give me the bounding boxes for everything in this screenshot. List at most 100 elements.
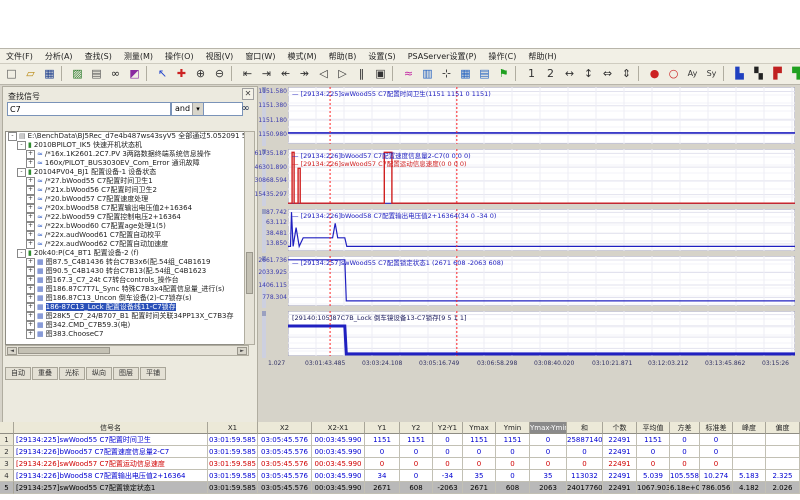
chart-canvas-3[interactable] [287, 208, 796, 252]
column-header-偏度[interactable]: 偏度 [766, 422, 800, 434]
column-header-X2-X1[interactable]: X2-X1 [312, 422, 365, 434]
table-row-5[interactable]: 5 [29134:257]swWood55 C7配置锁定状态1 03:01:59.5… [0, 482, 800, 494]
table-row-3[interactable]: 3 [29134:226]swWood57 C7配置运动信息速度 03:01:59.… [0, 458, 800, 470]
column-header-Y2-Y1[interactable]: Y2-Y1 [433, 422, 463, 434]
expand-icon[interactable]: + [26, 321, 35, 330]
collapse-handle-icon[interactable] [262, 149, 266, 154]
zoom-in-button[interactable]: ⊕ [191, 65, 210, 84]
menu-item-4[interactable]: 测量(M) [123, 52, 154, 61]
expand-icon[interactable]: + [26, 204, 35, 213]
tree-item-8[interactable]: + ≈/*20x.bWood58 C7配置输出电压值2+16364 [6, 204, 248, 213]
ay-tool-button[interactable]: Ay [683, 65, 702, 84]
tree-item-17[interactable]: + ▦ 图186.87C7T7L_Sync 特殊C7B3x4配置信息量_进行(s) [6, 285, 248, 294]
next-point-button[interactable]: ▷ [333, 65, 352, 84]
menu-item-6[interactable]: 视图(V) [205, 52, 234, 61]
tree-item-5[interactable]: + ≈/*27.bWood55 C7配置时间卫生1 [6, 177, 248, 186]
scroll-left-icon[interactable]: ◄ [7, 347, 17, 355]
column-header-Y2[interactable]: Y2 [400, 422, 433, 434]
column-header-num[interactable] [0, 422, 14, 434]
expand-icon[interactable]: + [26, 150, 35, 159]
menu-item-10[interactable]: 设置(S) [368, 52, 396, 61]
tree-item-7[interactable]: + ≈/*20.bWood57 C7配置速度处理 [6, 195, 248, 204]
search-input-primary[interactable] [7, 102, 171, 116]
curve-tool-button[interactable]: ≈ [399, 65, 418, 84]
expand-icon[interactable]: + [26, 177, 35, 186]
chart-plot-4[interactable]: — [29134:257]swWood55 C7配置锁定状态1 (2671 60… [287, 255, 796, 308]
column-header-Ymin[interactable]: Ymin [496, 422, 530, 434]
view-two-button[interactable]: 2 [541, 65, 560, 84]
crosshair-button[interactable]: ⊹ [437, 65, 456, 84]
column-header-Y1[interactable]: Y1 [365, 422, 400, 434]
expand-icon[interactable]: + [26, 285, 35, 294]
tree-item-12[interactable]: + ≈/*22x.audWood62 C7配置自动加速度 [6, 240, 248, 249]
bottom-tab-4[interactable]: 纵向 [86, 367, 112, 380]
tree-item-22[interactable]: + ▦ 图383.ChooseC7 [6, 330, 248, 339]
analysis-green-button[interactable]: ▜ [787, 65, 800, 84]
table-row-2[interactable]: 2 [29134:226]bWood57 C7配置速度信息量2-C7 03:01:5… [0, 446, 800, 458]
menu-item-2[interactable]: 分析(A) [44, 52, 73, 61]
tree-item-16[interactable]: + ▦ 图167.3_C7_24t C7转台controls_操作台 [6, 276, 248, 285]
menu-item-12[interactable]: 操作(C) [488, 52, 517, 61]
tree-item-15[interactable]: + ▦ 图90.5_C4B1430 转台C7B13(配.54组_C4B1623 [6, 267, 248, 276]
chart-plot-3[interactable]: — [29134:226]bWood58 C7配置输出电压值2+16364(34… [287, 208, 796, 253]
strip-scrollbar[interactable] [262, 256, 266, 308]
menu-item-13[interactable]: 帮助(H) [528, 52, 557, 61]
tree-vertical-scrollbar[interactable] [244, 131, 255, 345]
collapse-icon[interactable]: - [8, 132, 17, 141]
find-button[interactable]: ∞ [237, 101, 254, 117]
menu-item-8[interactable]: 模式(M) [287, 52, 317, 61]
table-row-1[interactable]: 1 [29134:225]swWood55 C7配置时间卫生 03:01:59.58… [0, 434, 800, 446]
tree-horizontal-scrollbar[interactable]: ◄ ► [5, 345, 249, 356]
strip-scrollbar[interactable] [262, 209, 266, 253]
tree-item-10[interactable]: + ≈/*22x.bWood60 C7配置age处理1(5) [6, 222, 248, 231]
export-button[interactable]: ▨ [68, 65, 87, 84]
grid-view-button[interactable]: ▦ [456, 65, 475, 84]
column-header-峰度[interactable]: 峰度 [733, 422, 766, 434]
analysis-red-button[interactable]: ▛ [768, 65, 787, 84]
flag-button[interactable]: ⚑ [494, 65, 513, 84]
chart-canvas-2[interactable] [287, 148, 796, 205]
zoom-out-button[interactable]: ⊖ [210, 65, 229, 84]
color-palette-button[interactable]: ◩ [125, 65, 144, 84]
bottom-tab-2[interactable]: 重叠 [32, 367, 58, 380]
record-outline-button[interactable]: ○ [664, 65, 683, 84]
tree-item-0[interactable]: - ▤ E:\BenchData\BJ5Rec_d7e4b487ws43syV5 全… [6, 132, 248, 141]
tree-item-6[interactable]: + ≈/*21x.bWood56 C7配置时间卫生2 [6, 186, 248, 195]
view-one-button[interactable]: 1 [522, 65, 541, 84]
strip-scrollbar[interactable] [262, 311, 266, 358]
column-header-Ymax-Ymin[interactable]: Ymax-Ymin [530, 422, 567, 434]
strip-scrollbar[interactable] [262, 149, 266, 206]
tree-item-21[interactable]: + ▦ 图342.CMD_C7B59.3(电) [6, 321, 248, 330]
v-expand-button[interactable]: ↕ [579, 65, 598, 84]
fit-width-button[interactable]: ⇔ [598, 65, 617, 84]
operator-dropdown[interactable]: and ▾ [171, 102, 204, 116]
bottom-tab-1[interactable]: 自动 [5, 367, 31, 380]
column-header-X1[interactable]: X1 [208, 422, 258, 434]
open-folder-button[interactable]: ▱ [21, 65, 40, 84]
search-binoculars-button[interactable]: ∞ [106, 65, 125, 84]
fit-height-button[interactable]: ⇕ [617, 65, 636, 84]
chart-canvas-4[interactable] [287, 255, 796, 307]
bar-chart-button[interactable]: ▥ [418, 65, 437, 84]
expand-icon[interactable]: + [26, 222, 35, 231]
expand-icon[interactable]: + [26, 267, 35, 276]
menu-item-3[interactable]: 查找(S) [84, 52, 112, 61]
bottom-tab-6[interactable]: 平铺 [140, 367, 166, 380]
prev-point-button[interactable]: ◁ [314, 65, 333, 84]
tree-item-3[interactable]: + ≈160x/PILOT_BUS3030EV_Com_Error 通讯故障 [6, 159, 248, 168]
expand-icon[interactable]: + [26, 195, 35, 204]
tree-item-2[interactable]: + ≈/*16x.1K2601.2C7.PV 3两路数据终端系统信息操作 [6, 150, 248, 159]
close-icon[interactable]: ✕ [242, 88, 254, 100]
menu-item-11[interactable]: PSAServer设置(P) [407, 52, 477, 61]
expand-icon[interactable]: + [26, 213, 35, 222]
print-button[interactable]: ▤ [87, 65, 106, 84]
collapse-icon[interactable]: - [17, 249, 26, 258]
pause-button[interactable]: ‖ [352, 65, 371, 84]
column-header-X2[interactable]: X2 [258, 422, 312, 434]
menu-item-1[interactable]: 文件(F) [6, 52, 33, 61]
expand-icon[interactable]: + [26, 231, 35, 240]
cursor-right-button[interactable]: ⇥ [257, 65, 276, 84]
menu-item-5[interactable]: 操作(O) [165, 52, 194, 61]
tree-item-1[interactable]: - ▮ 2010BPILOT_IK5 快速开机状态机 [6, 141, 248, 150]
expand-icon[interactable]: + [26, 312, 35, 321]
